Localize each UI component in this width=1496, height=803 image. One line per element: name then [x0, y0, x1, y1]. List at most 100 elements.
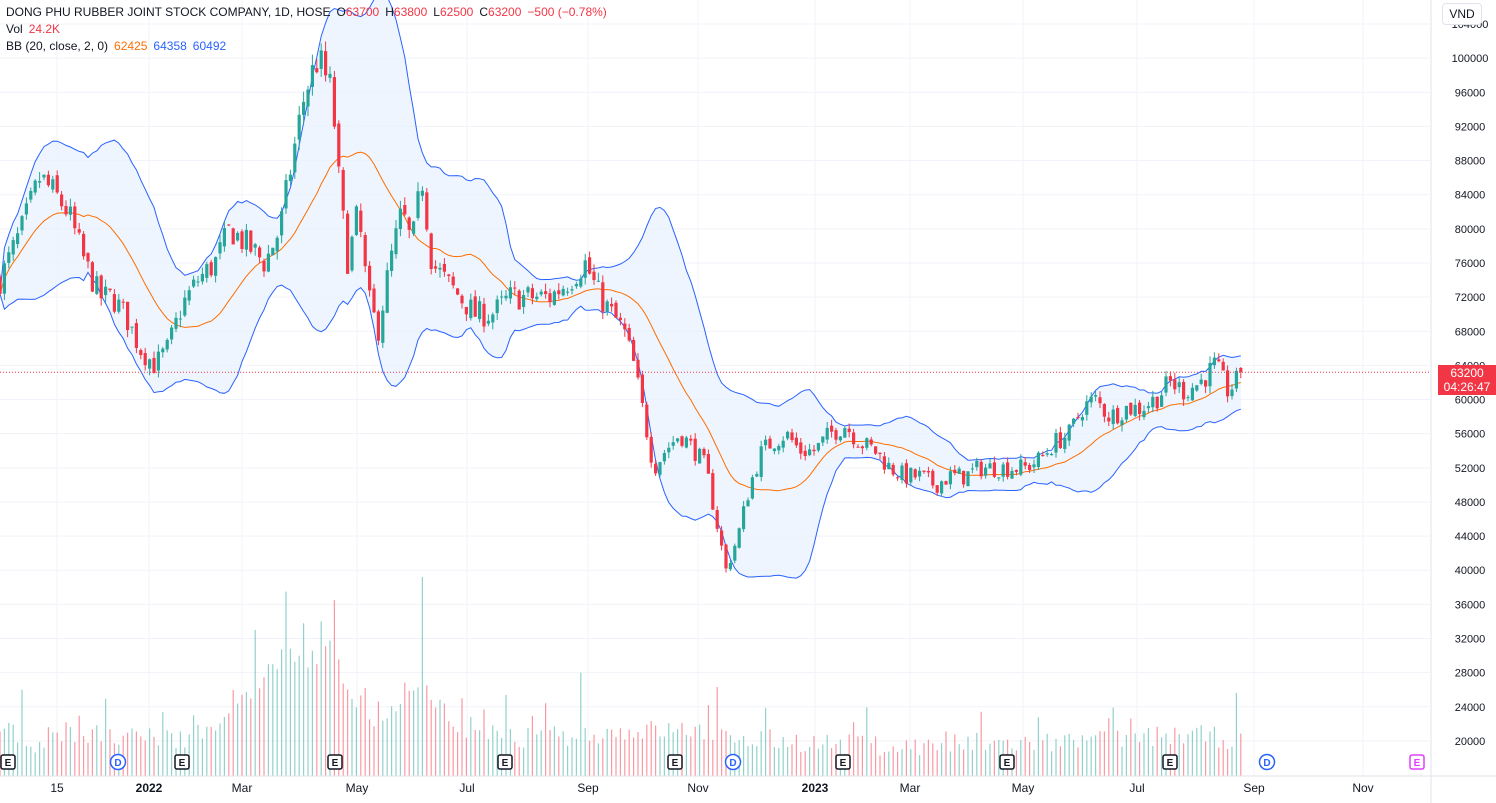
dividend-letter: D — [729, 758, 736, 769]
candle-body — [368, 265, 372, 291]
candle-body — [1186, 397, 1190, 399]
candle-body — [526, 287, 530, 293]
candle-body — [1036, 452, 1040, 468]
volume-bar — [109, 729, 111, 776]
earnings-marker[interactable]: E — [1409, 754, 1425, 770]
volume-bar — [386, 718, 388, 776]
dividend-marker[interactable]: D — [1258, 753, 1276, 771]
earnings-letter: E — [179, 758, 186, 769]
earnings-box — [497, 754, 513, 770]
earnings-marker[interactable]: E — [327, 754, 343, 770]
candle-body — [711, 473, 715, 510]
candle-body — [632, 339, 636, 361]
volume-bar — [179, 731, 181, 776]
volume-bar — [584, 728, 586, 776]
earnings-marker[interactable]: E — [667, 754, 683, 770]
price-tick-label: 20000 — [1455, 736, 1486, 748]
candle-body — [1234, 370, 1238, 389]
volume-bar — [144, 740, 146, 776]
candle-body — [156, 351, 160, 371]
volume-bar — [215, 730, 217, 776]
candle-body — [676, 438, 680, 442]
price-tick-label: 44000 — [1455, 531, 1486, 543]
candle-body — [874, 446, 878, 454]
candle-body — [706, 454, 710, 474]
chart-legend: DONG PHU RUBBER JOINT STOCK COMPANY, 1D,… — [6, 4, 607, 55]
volume-bar — [826, 734, 828, 776]
volume-bar — [624, 739, 626, 776]
volume-bar — [571, 737, 573, 776]
volume-bar — [861, 735, 863, 776]
candle-body — [341, 169, 345, 211]
candle-body — [922, 470, 926, 472]
earnings-marker[interactable]: E — [999, 754, 1015, 770]
volume-bar — [760, 731, 762, 776]
time-tick-label: 2022 — [136, 781, 163, 795]
candle-body — [134, 323, 138, 348]
candle-body — [429, 233, 433, 269]
volume-bar — [228, 713, 230, 776]
candle-body — [658, 462, 662, 475]
volume-bar — [250, 698, 252, 776]
volume-bar — [1086, 740, 1088, 776]
candle-body — [1032, 464, 1036, 468]
volume-bar — [25, 745, 27, 776]
candle-body — [469, 299, 473, 319]
earnings-marker[interactable]: E — [0, 754, 16, 770]
volume-bar — [866, 707, 868, 776]
volume-bar — [756, 746, 758, 776]
candle-body — [689, 438, 693, 441]
candle-body — [834, 430, 838, 440]
candle-body — [482, 303, 486, 327]
candle-body — [1067, 424, 1071, 441]
candle-body — [1182, 381, 1186, 400]
candle-body — [1014, 469, 1018, 472]
candle-body — [328, 73, 332, 78]
bb-upper-line — [0, 0, 1241, 461]
earnings-letter: E — [840, 758, 847, 769]
candle-body — [1072, 418, 1076, 424]
earnings-box — [174, 754, 190, 770]
volume-bar — [597, 743, 599, 776]
price-tick-label: 84000 — [1455, 190, 1486, 202]
bollinger-bands — [0, 0, 1241, 579]
candle-body — [266, 253, 270, 272]
volume-bar — [421, 577, 423, 776]
currency-selector[interactable]: VND — [1442, 3, 1482, 25]
volume-bar — [703, 739, 705, 776]
earnings-marker[interactable]: E — [174, 754, 190, 770]
volume-bar — [408, 690, 410, 776]
candle-body — [1160, 395, 1164, 407]
candle-body — [847, 428, 851, 433]
candle-body — [684, 437, 688, 448]
volume-bar — [545, 703, 547, 776]
price-tick-label: 76000 — [1455, 258, 1486, 270]
volume-bar — [474, 729, 476, 776]
volume-bar — [967, 736, 969, 776]
volume-bar — [171, 733, 173, 776]
volume-bar — [954, 734, 956, 776]
candle-body — [610, 303, 614, 307]
dividend-marker[interactable]: D — [724, 753, 742, 771]
earnings-marker[interactable]: E — [835, 754, 851, 770]
candle-body — [473, 296, 477, 317]
time-tick-label: Sep — [1243, 781, 1265, 795]
price-tick-label: 52000 — [1455, 463, 1486, 475]
candle-body — [104, 286, 108, 296]
volume-bar — [562, 731, 564, 776]
candle-body — [438, 267, 442, 270]
volume-bar — [355, 707, 357, 776]
candle-body — [992, 462, 996, 477]
volume-bar — [83, 736, 85, 776]
volume-bar — [602, 738, 604, 776]
earnings-marker[interactable]: E — [497, 754, 513, 770]
volume-bar — [232, 690, 234, 776]
candle-body — [733, 545, 737, 561]
volume-bar — [399, 703, 401, 776]
price-tick-label: 68000 — [1455, 326, 1486, 338]
time-tick-label: Nov — [687, 781, 708, 795]
volume-bar — [43, 747, 45, 776]
dividend-marker[interactable]: D — [109, 753, 127, 771]
earnings-marker[interactable]: E — [1162, 754, 1178, 770]
